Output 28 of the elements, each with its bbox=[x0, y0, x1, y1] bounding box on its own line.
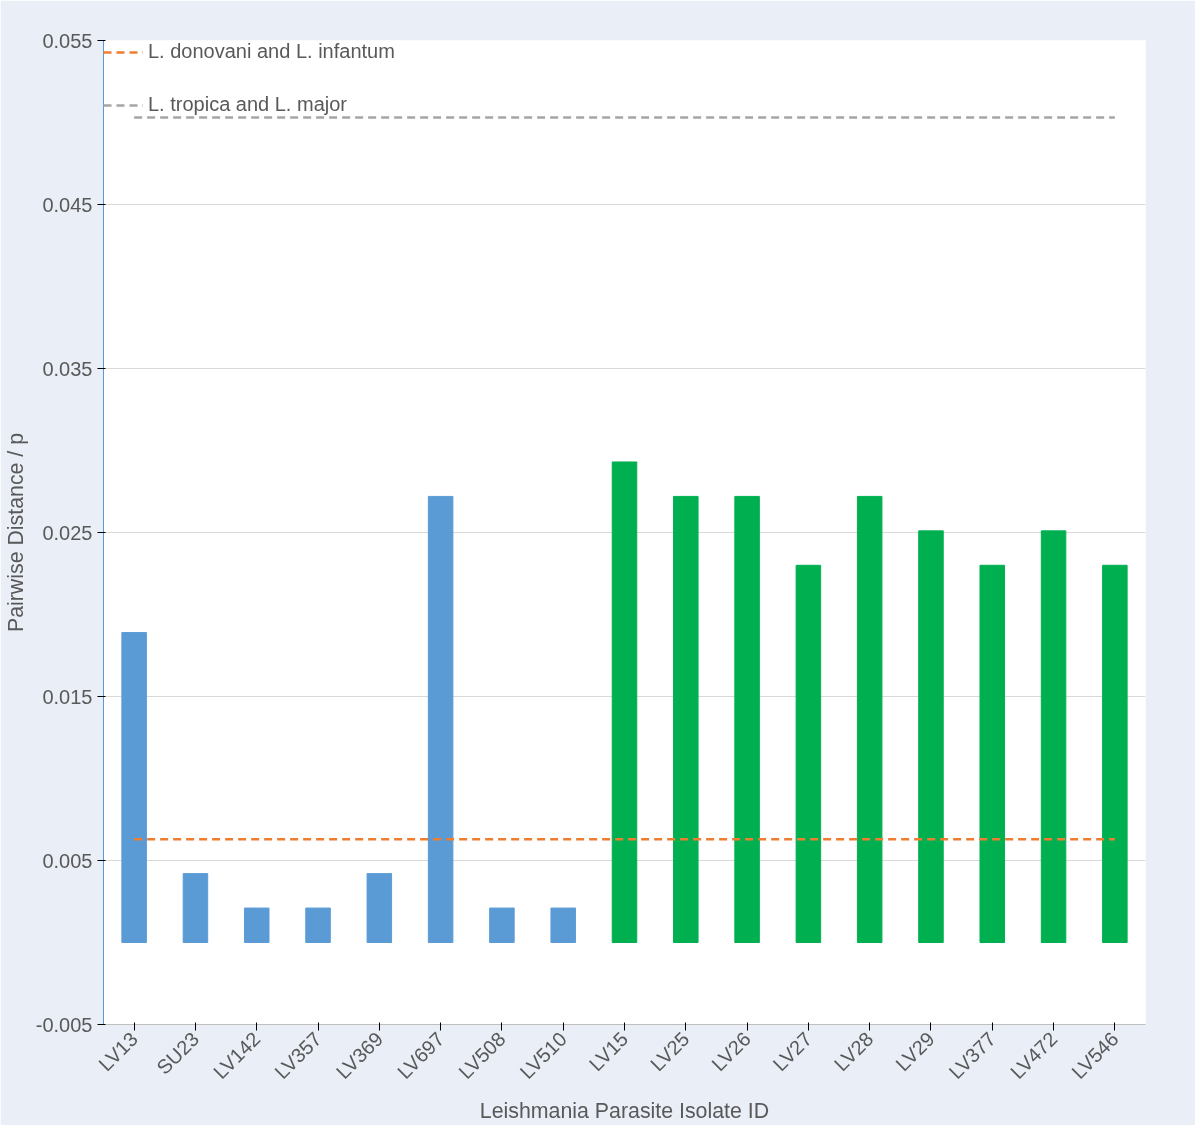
bar bbox=[489, 907, 515, 943]
bar bbox=[121, 632, 147, 943]
y-axis-title: Pairwise Distance / p bbox=[3, 432, 28, 633]
ref-line-label: L. tropica and L. major bbox=[148, 93, 347, 116]
bar bbox=[795, 564, 822, 943]
bar bbox=[427, 495, 454, 943]
y-tick-label: 0.005 bbox=[42, 849, 93, 872]
bar bbox=[182, 873, 209, 943]
bar bbox=[243, 907, 270, 943]
bar bbox=[305, 907, 331, 943]
bar bbox=[611, 461, 638, 943]
y-tick-label: 0.015 bbox=[42, 685, 93, 708]
bar bbox=[979, 564, 1006, 943]
y-tick-label: -0.005 bbox=[35, 1013, 93, 1036]
bar bbox=[856, 495, 883, 943]
bar bbox=[366, 873, 393, 943]
bar bbox=[550, 907, 576, 943]
bar bbox=[918, 530, 944, 943]
bar bbox=[673, 495, 699, 943]
bar bbox=[1102, 564, 1128, 943]
y-tick-label: 0.045 bbox=[42, 193, 93, 216]
legend-label: L. donovani and L. infantum bbox=[148, 40, 395, 63]
x-axis-title: Leishmania Parasite Isolate ID bbox=[479, 1098, 770, 1123]
bar bbox=[734, 495, 760, 943]
y-tick-label: 0.055 bbox=[42, 29, 93, 52]
y-tick-label: 0.035 bbox=[42, 357, 93, 380]
bar bbox=[1040, 530, 1067, 943]
y-tick-label: 0.025 bbox=[42, 521, 93, 544]
